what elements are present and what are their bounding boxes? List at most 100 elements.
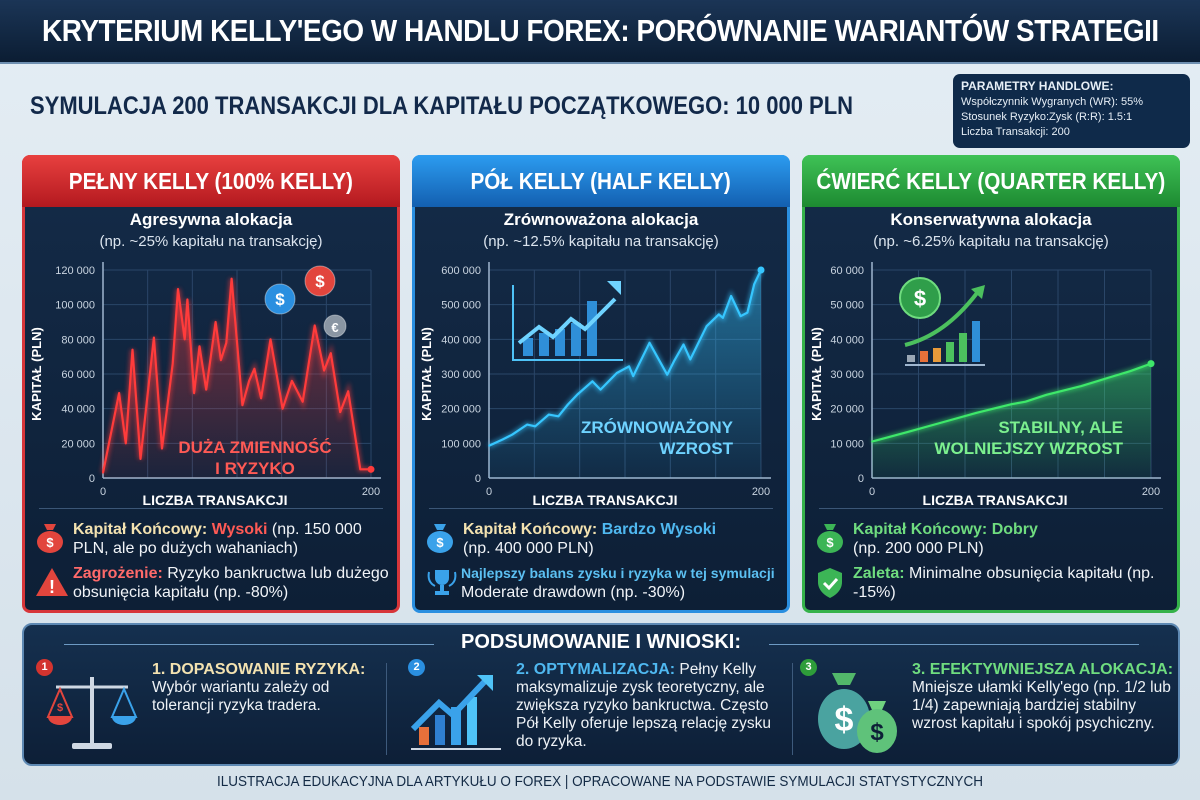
y-tick-label: 60 000 xyxy=(61,369,95,381)
divider xyxy=(39,508,383,509)
data-point xyxy=(102,472,104,474)
growth-chart-icon xyxy=(410,675,501,750)
panel-title: Agresywna alokacja xyxy=(129,210,293,229)
data-point xyxy=(225,342,228,344)
separator xyxy=(386,663,387,755)
divider xyxy=(429,508,773,509)
money-bag-icon: $ xyxy=(817,524,843,553)
data-point xyxy=(722,317,724,319)
y-tick-label: 30 000 xyxy=(830,369,864,381)
y-tick-label: 400 000 xyxy=(441,334,481,346)
chart-annotation: ZRÓWNOWAŻONY xyxy=(581,418,734,437)
data-point xyxy=(171,362,174,365)
panel-subtitle: (np. ~6.25% kapitału na transakcję) xyxy=(873,233,1109,250)
panel-title: Zrównoważona alokacja xyxy=(503,210,699,229)
coin-symbol: $ xyxy=(275,290,285,309)
panel-subtitle: (np. ~25% kapitału na transakcję) xyxy=(99,233,323,250)
data-point xyxy=(730,295,732,297)
data-point xyxy=(666,373,668,376)
data-point xyxy=(1129,370,1131,373)
data-point xyxy=(139,458,142,460)
data-point xyxy=(501,438,504,441)
chart-annotation: DUŻA ZMIENNOŚĆ xyxy=(178,438,331,457)
chart-annotation: I RYZYKO xyxy=(215,459,295,478)
param-win-rate: Współczynnik Wygranych (WR): 55% xyxy=(961,96,1144,108)
data-point xyxy=(269,338,272,341)
end-point-marker xyxy=(1147,360,1155,368)
y-axis-title: KAPITAŁ (PLN) xyxy=(29,327,44,421)
data-point xyxy=(186,298,189,301)
data-point xyxy=(526,423,528,426)
panel-header-label: ĆWIERĆ KELLY (QUARTER KELLY) xyxy=(816,167,1166,194)
data-point xyxy=(359,468,362,471)
data-point xyxy=(682,343,685,346)
y-tick-label: 300 000 xyxy=(441,369,481,381)
dollar-coin-icon xyxy=(304,265,336,297)
x-axis-title: LICZBA TRANSAKCJI xyxy=(143,492,288,508)
data-point xyxy=(599,388,602,391)
svg-text:$: $ xyxy=(914,286,926,311)
chart-quarter-kelly: 0 10 000 20 000 30 000 40 000 50 000 60 000 0 20… xyxy=(809,262,1161,508)
data-point xyxy=(1010,403,1013,405)
x-tick-label: 200 xyxy=(1142,486,1160,498)
svg-text:$: $ xyxy=(57,702,63,714)
data-point xyxy=(975,412,978,414)
data-point xyxy=(689,358,692,361)
coin-symbol: $ xyxy=(315,272,325,291)
y-tick-label: 50 000 xyxy=(830,300,864,312)
data-point xyxy=(705,325,708,327)
end-point-marker xyxy=(757,266,765,274)
y-axis-title: KAPITAŁ (PLN) xyxy=(809,327,824,421)
data-point xyxy=(118,392,120,394)
trophy-icon xyxy=(427,570,457,595)
y-tick-label: 80 000 xyxy=(61,334,95,346)
data-point xyxy=(616,372,618,374)
data-point xyxy=(534,425,537,428)
dollar-coin-icon xyxy=(264,283,296,315)
y-tick-label: 100 000 xyxy=(441,438,481,450)
data-point xyxy=(1024,400,1027,403)
y-tick-label: 40 000 xyxy=(830,334,864,346)
param-trade-count: Liczba Transakcji: 200 xyxy=(961,126,1070,138)
y-tick-label: 60 000 xyxy=(830,265,864,277)
panel-header-label: PEŁNY KELLY (100% KELLY) xyxy=(68,167,354,194)
panel-subtitle: (np. ~12.5% kapitału na transakcję) xyxy=(483,233,719,250)
badge-2: 2 xyxy=(408,659,425,676)
data-point xyxy=(746,311,749,314)
y-tick-label: 40 000 xyxy=(61,404,95,416)
data-point xyxy=(1108,376,1110,379)
panel-title: Konserwatywna alokacja xyxy=(890,210,1092,229)
data-point xyxy=(347,390,350,393)
warning-icon: ! xyxy=(36,568,68,597)
y-tick-label: 500 000 xyxy=(441,300,481,312)
summary-item-2: 2. OPTYMALIZACJA: Pełny Kelly maksymaliz… xyxy=(516,661,772,750)
data-point xyxy=(339,411,341,413)
badge-1: 1 xyxy=(36,659,53,676)
data-point xyxy=(253,368,256,370)
data-point xyxy=(871,440,873,443)
y-tick-label: 0 xyxy=(89,473,95,485)
panel-full-kelly: PEŁNY KELLY (100% KELLY) Agresywna aloka… xyxy=(22,155,400,613)
summary-title: PODSUMOWANIE I WNIOSKI: xyxy=(461,631,741,653)
data-point xyxy=(330,352,332,354)
data-point xyxy=(511,433,513,436)
stat-balance: Najlepszy balans zysku i ryzyka w tej sy… xyxy=(461,565,775,601)
chart-annotation: WOLNIEJSZY WZROST xyxy=(934,439,1123,458)
data-point xyxy=(214,321,217,323)
divider xyxy=(819,508,1163,509)
y-tick-label: 600 000 xyxy=(441,265,481,277)
x-tick-label: 0 xyxy=(869,486,875,498)
data-point xyxy=(161,447,163,450)
svg-text:$: $ xyxy=(835,701,854,739)
data-point xyxy=(323,369,325,372)
stat-final-capital: Kapitał Końcowy: Dobry (np. 200 000 PLN) xyxy=(853,521,1038,557)
euro-coin-icon xyxy=(323,314,347,338)
separator xyxy=(792,663,793,755)
data-point xyxy=(648,342,651,344)
data-point xyxy=(632,375,634,377)
stat-risk: Zagrożenie: Ryzyko bankructwa lub dużego… xyxy=(73,565,389,601)
summary-item-3: 3. EFEKTYWNIEJSZA ALOKACJA: Mniejsze ułam… xyxy=(912,661,1174,732)
data-point xyxy=(241,404,244,406)
coin-symbol: € xyxy=(331,320,338,335)
data-point xyxy=(591,380,594,383)
